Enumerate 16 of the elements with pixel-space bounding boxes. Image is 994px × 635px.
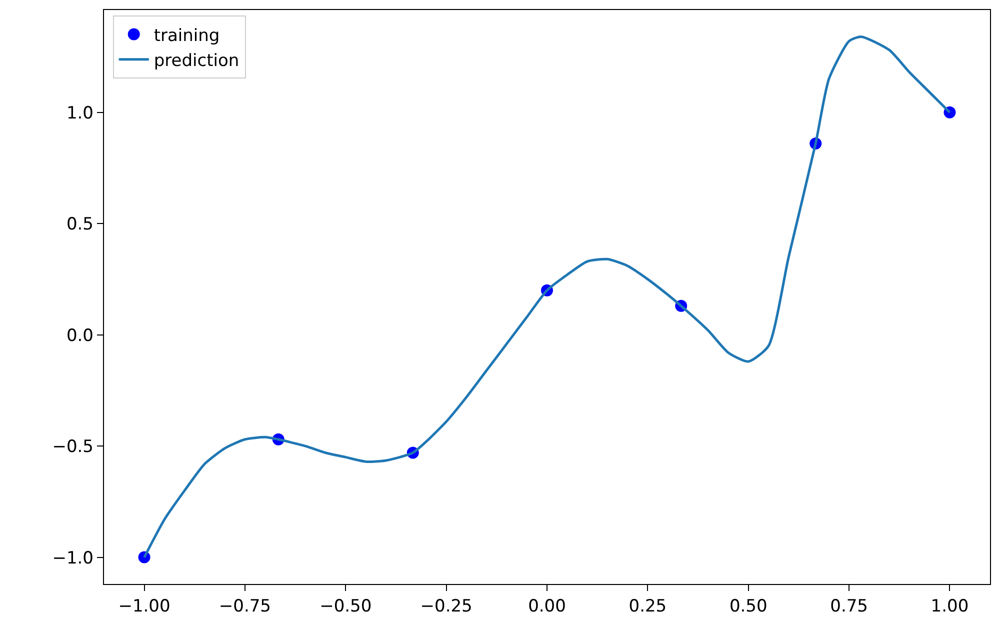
y-tick-label: −0.5 [52,437,94,458]
legend-label: prediction [154,51,240,72]
legend-label: training [154,26,220,46]
x-tick-label: −0.50 [320,596,372,616]
x-tick-label: 0.00 [528,596,566,616]
x-tick-label: 1.00 [930,596,969,616]
y-tick-label: 1.0 [66,103,94,124]
x-tick-label: −0.75 [218,596,272,616]
x-tick-label: −1.00 [118,596,170,616]
x-tick-label: −0.25 [420,596,472,616]
y-tick-label: 0.5 [66,214,94,235]
y-tick-label: −1.0 [52,548,94,568]
x-tick-label: 0.25 [628,596,667,616]
x-tick-label: 0.75 [830,596,868,616]
y-tick-label: 0.0 [66,326,94,346]
x-tick-label: 0.50 [729,596,768,616]
